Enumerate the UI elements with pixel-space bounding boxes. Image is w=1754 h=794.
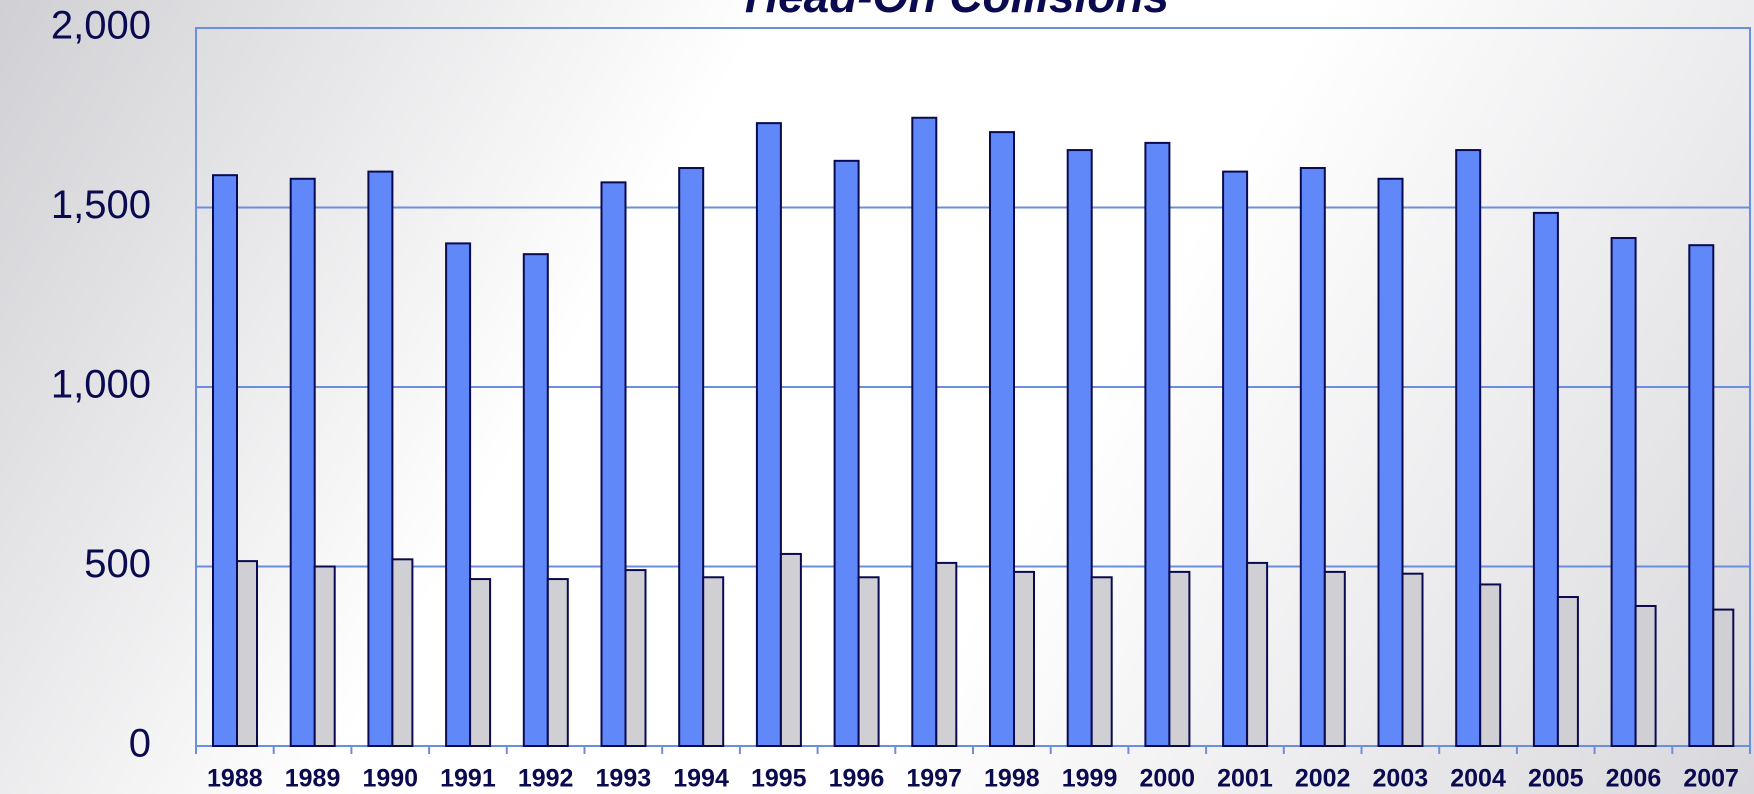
- bar: [911, 116, 938, 747]
- bar: [1634, 604, 1657, 747]
- y-tick-label: 500: [84, 542, 151, 586]
- bar: [678, 167, 705, 747]
- x-tick-label: 1999: [1062, 765, 1118, 793]
- x-tick-label: 1991: [440, 765, 496, 793]
- bar: [1688, 244, 1715, 747]
- bar: [1377, 177, 1404, 747]
- bar: [1299, 167, 1326, 747]
- bar: [1246, 561, 1269, 747]
- bar: [367, 170, 394, 748]
- bar: [1455, 149, 1482, 747]
- bar: [212, 174, 238, 747]
- x-tick-label: 1995: [751, 765, 807, 793]
- y-tick-label: 1,500: [51, 183, 151, 227]
- bar: [833, 159, 860, 747]
- bar: [1712, 608, 1735, 748]
- bar: [1479, 583, 1502, 748]
- bar: [445, 242, 472, 747]
- x-tick-label: 1997: [906, 765, 962, 793]
- bar: [236, 560, 258, 747]
- y-tick-label: 2,000: [51, 4, 151, 48]
- bar: [702, 576, 725, 748]
- y-tick-label: 1,000: [51, 363, 151, 407]
- x-tick-label: 1992: [518, 765, 574, 793]
- bar: [989, 131, 1015, 748]
- x-tick-label: 1989: [285, 765, 341, 793]
- bar: [857, 576, 880, 748]
- bar: [935, 561, 958, 747]
- bar: [1013, 570, 1035, 748]
- x-tick-label: 2000: [1139, 765, 1195, 793]
- bar: [1222, 170, 1249, 748]
- bar: [600, 181, 627, 747]
- x-tick-label: 1988: [207, 765, 263, 793]
- x-tick-label: 1996: [829, 765, 885, 793]
- bar: [779, 552, 802, 747]
- x-tick-label: 2006: [1606, 765, 1662, 793]
- x-tick-label: 1990: [362, 765, 418, 793]
- bar: [624, 569, 647, 748]
- x-tick-label: 2003: [1373, 765, 1429, 793]
- x-tick-label: 2005: [1528, 765, 1584, 793]
- x-tick-label: 1993: [596, 765, 652, 793]
- bar: [391, 558, 414, 747]
- bar: [522, 253, 549, 747]
- x-tick-label: 2007: [1683, 765, 1739, 793]
- bar: [313, 565, 336, 747]
- bar: [755, 122, 782, 747]
- chart-title: Head-On Collisions: [745, 0, 1169, 22]
- bar: [1556, 596, 1579, 748]
- bar: [1066, 149, 1093, 747]
- bar: [546, 578, 569, 747]
- x-tick-label: 1994: [673, 765, 729, 793]
- bar: [1144, 141, 1171, 747]
- bar: [1610, 237, 1637, 747]
- bar: [1532, 211, 1559, 747]
- bar: [289, 177, 316, 747]
- x-tick-label: 2004: [1450, 765, 1506, 793]
- bar: [1090, 576, 1113, 748]
- y-tick-label: 0: [129, 722, 151, 766]
- bar: [469, 578, 492, 747]
- x-tick-label: 1998: [984, 765, 1040, 793]
- x-tick-label: 2002: [1295, 765, 1351, 793]
- bar: [1401, 572, 1424, 747]
- x-tick-label: 2001: [1217, 765, 1273, 793]
- bar: [1168, 570, 1191, 748]
- bar: [1323, 570, 1346, 748]
